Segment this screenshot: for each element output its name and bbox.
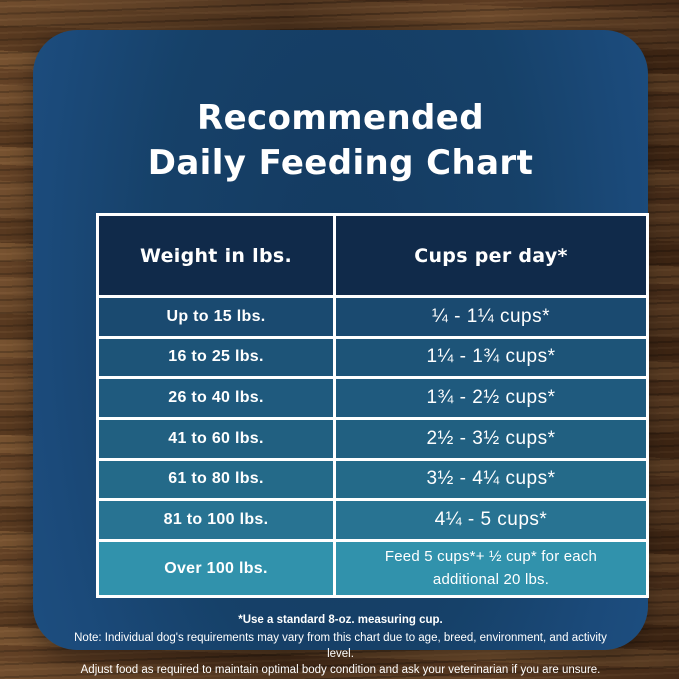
weight-cell: 16 to 25 lbs. [99, 338, 333, 377]
measuring-cup-footnote: *Use a standard 8-oz. measuring cup. [238, 614, 443, 626]
cups-cell: 1¼ - 1¾ cups* [336, 338, 646, 377]
weight-cell: 61 to 80 lbs. [99, 460, 333, 499]
note-text: Note: Individual dog's requirements may … [71, 630, 610, 678]
weight-cell: Over 100 lbs. [99, 542, 333, 595]
weight-cell: 81 to 100 lbs. [99, 501, 333, 539]
page-title-line-2: Daily Feeding Chart [147, 143, 534, 184]
cups-cell: 2½ - 3½ cups* [336, 420, 646, 458]
cups-column-header: Cups per day* [336, 216, 646, 295]
page-title-line-1: Recommended [196, 98, 484, 138]
note-text-line-2: Adjust food as required to maintain opti… [80, 664, 601, 677]
note-text-line-1: Note: Individual dog's requirements may … [74, 632, 607, 661]
page-title: Recommended Daily Feeding Chart [33, 96, 648, 186]
weight-cell: 41 to 60 lbs. [99, 420, 333, 458]
weight-column-header: Weight in lbs. [99, 216, 333, 295]
cups-cell: ¼ - 1¼ cups* [336, 298, 646, 336]
feeding-chart-panel: Recommended Daily Feeding Chart Weight i… [33, 30, 649, 676]
cups-cell: 4¼ - 5 cups* [336, 501, 646, 539]
cups-cell: 1¾ - 2½ cups* [336, 379, 646, 417]
feeding-table: Weight in lbs. Cups per day* Up to 15 lb… [96, 213, 649, 598]
weight-cell: Up to 15 lbs. [99, 298, 333, 336]
weight-cell: 26 to 40 lbs. [99, 379, 333, 417]
cups-cell: Feed 5 cups*+ ½ cup* for each additional… [336, 542, 646, 595]
cups-cell: 3½ - 4¼ cups* [336, 460, 646, 499]
